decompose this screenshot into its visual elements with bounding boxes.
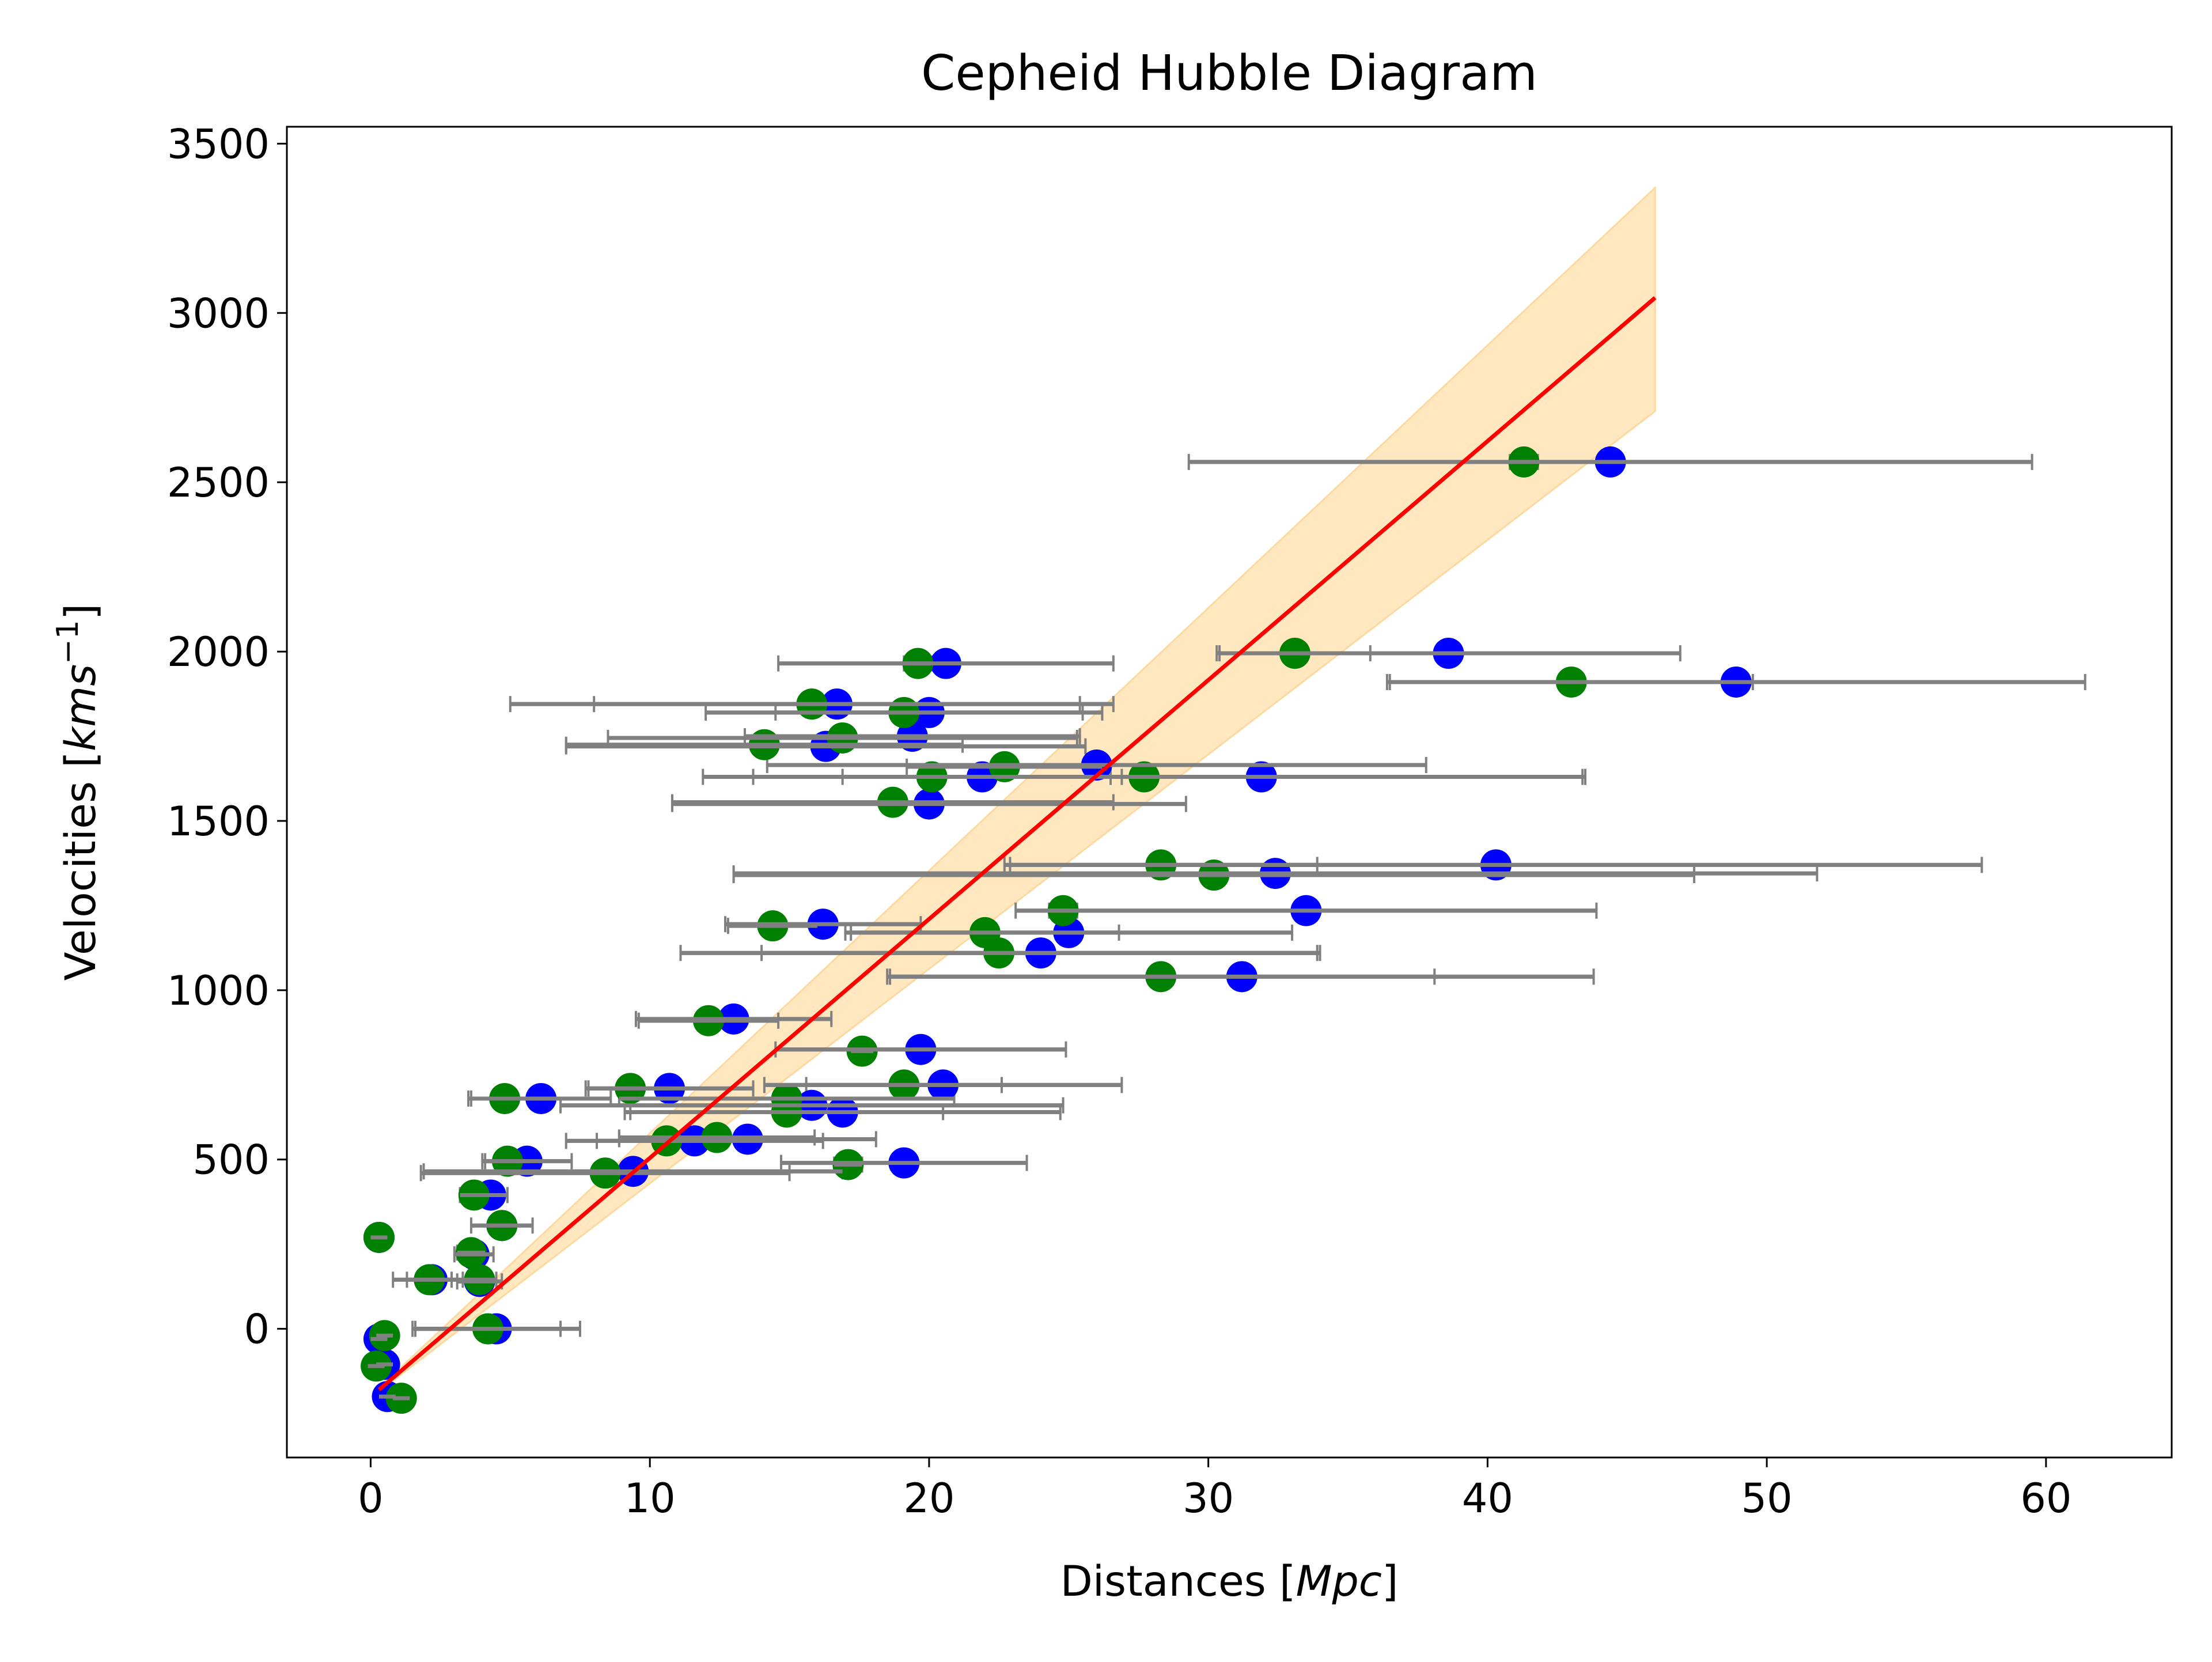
y-tick-label: 2000	[167, 629, 270, 676]
y-tick-label: 0	[244, 1306, 270, 1353]
y-axis-label-sup: −1	[51, 620, 85, 664]
x-axis-label-text: Distances [	[1060, 1557, 1296, 1606]
x-tick-label: 10	[624, 1475, 676, 1522]
x-axis-label: Distances [Mpc]	[1060, 1557, 1399, 1606]
y-axis-label-close: ]	[56, 604, 105, 620]
y-axis-label-text: Velocities [	[56, 751, 105, 980]
x-tick-label: 0	[358, 1475, 384, 1522]
y-tick-label: 1000	[167, 967, 270, 1014]
y-tick-label: 3500	[167, 120, 270, 168]
y-tick-label: 500	[192, 1137, 270, 1184]
fit-line-layer	[377, 296, 1657, 1392]
x-tick-label: 20	[903, 1475, 955, 1522]
x-axis-label-unit: Mpc	[1296, 1557, 1381, 1606]
y-axis-label: Velocities [kms−1]	[51, 604, 105, 981]
x-tick-label: 50	[1741, 1475, 1793, 1522]
y-axis-label-unit: kms	[56, 664, 105, 751]
y-axis-ticks: 0 500 1000 1500 2000 2500 3000 3500	[167, 120, 287, 1353]
y-tick-label: 1500	[167, 798, 270, 845]
x-tick-label: 30	[1183, 1475, 1234, 1522]
y-tick-label: 2500	[167, 459, 270, 506]
chart-title: Cepheid Hubble Diagram	[921, 45, 1537, 102]
x-tick-label: 60	[2020, 1475, 2071, 1522]
plot-frame	[286, 126, 2173, 1459]
fit-line	[377, 296, 1657, 1392]
x-tick-label: 40	[1462, 1475, 1513, 1522]
x-axis-ticks: 0 10 20 30 40 50 60	[358, 1457, 2071, 1522]
y-tick-label: 3000	[167, 290, 270, 337]
x-axis-label-close: ]	[1382, 1557, 1398, 1606]
errorbar-overlay	[368, 460, 2085, 1400]
